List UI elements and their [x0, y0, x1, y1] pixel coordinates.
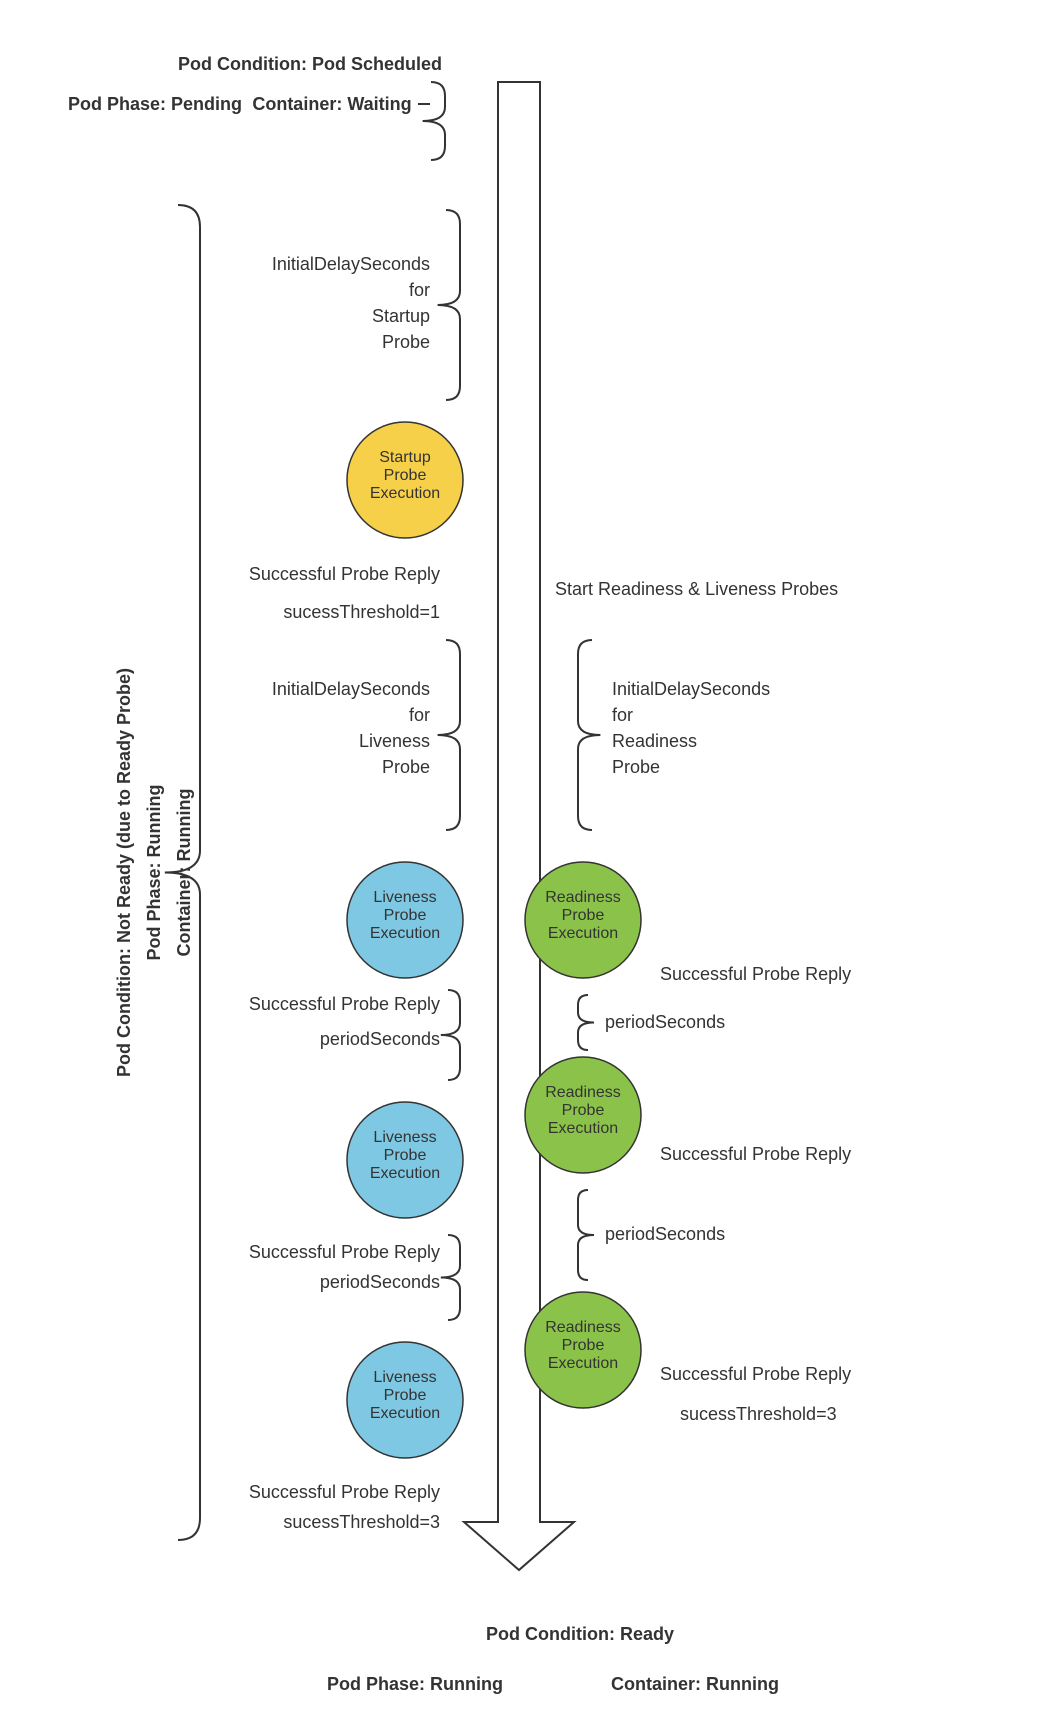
svg-text:Liveness: Liveness: [373, 889, 436, 906]
svg-text:for: for: [409, 705, 430, 725]
svg-text:InitialDelaySeconds: InitialDelaySeconds: [612, 679, 770, 699]
vlabel-container: Container: Running: [174, 789, 194, 957]
svg-text:Successful Probe Reply: Successful Probe Reply: [660, 964, 851, 984]
svg-text:Probe: Probe: [382, 757, 430, 777]
footer-container: Container: Running: [611, 1674, 779, 1694]
svg-text:Readiness: Readiness: [545, 1319, 621, 1336]
svg-text:Execution: Execution: [548, 1355, 618, 1372]
header-container: Container: Waiting: [252, 94, 411, 114]
svg-text:for: for: [409, 280, 430, 300]
svg-text:Probe: Probe: [562, 1102, 605, 1119]
svg-text:Liveness: Liveness: [373, 1369, 436, 1386]
svg-text:Startup: Startup: [379, 449, 431, 466]
svg-text:InitialDelaySeconds: InitialDelaySeconds: [272, 254, 430, 274]
svg-text:Successful Probe Reply: Successful Probe Reply: [249, 994, 440, 1014]
svg-text:Probe: Probe: [384, 467, 427, 484]
svg-text:Execution: Execution: [370, 1165, 440, 1182]
svg-text:Execution: Execution: [548, 925, 618, 942]
svg-text:sucessThreshold=1: sucessThreshold=1: [283, 602, 440, 622]
footer-phase: Pod Phase: Running: [327, 1674, 503, 1694]
svg-text:sucessThreshold=3: sucessThreshold=3: [680, 1404, 837, 1424]
svg-text:Successful Probe Reply: Successful Probe Reply: [660, 1144, 851, 1164]
right-note: Start Readiness & Liveness Probes: [555, 579, 838, 599]
svg-text:Readiness: Readiness: [612, 731, 697, 751]
svg-text:Probe: Probe: [562, 907, 605, 924]
svg-text:periodSeconds: periodSeconds: [605, 1224, 725, 1244]
svg-text:Liveness: Liveness: [359, 731, 430, 751]
vlabel-condition: Pod Condition: Not Ready (due to Ready P…: [114, 668, 134, 1077]
svg-text:Successful Probe Reply: Successful Probe Reply: [249, 564, 440, 584]
svg-text:Probe: Probe: [562, 1337, 605, 1354]
svg-text:sucessThreshold=3: sucessThreshold=3: [283, 1512, 440, 1532]
svg-text:Successful Probe Reply: Successful Probe Reply: [249, 1242, 440, 1262]
header-pod-phase: Pod Phase: Pending: [68, 94, 242, 114]
svg-text:Startup: Startup: [372, 306, 430, 326]
svg-text:Probe: Probe: [612, 757, 660, 777]
svg-text:periodSeconds: periodSeconds: [320, 1272, 440, 1292]
svg-text:Readiness: Readiness: [545, 889, 621, 906]
svg-text:Readiness: Readiness: [545, 1084, 621, 1101]
svg-text:Probe: Probe: [384, 907, 427, 924]
svg-text:Execution: Execution: [370, 485, 440, 502]
svg-text:Execution: Execution: [370, 925, 440, 942]
svg-text:InitialDelaySeconds: InitialDelaySeconds: [272, 679, 430, 699]
svg-text:Probe: Probe: [384, 1147, 427, 1164]
svg-text:periodSeconds: periodSeconds: [320, 1029, 440, 1049]
svg-text:periodSeconds: periodSeconds: [605, 1012, 725, 1032]
svg-text:Successful Probe Reply: Successful Probe Reply: [249, 1482, 440, 1502]
footer-condition: Pod Condition: Ready: [486, 1624, 674, 1644]
svg-text:Probe: Probe: [384, 1387, 427, 1404]
svg-text:Probe: Probe: [382, 332, 430, 352]
svg-text:Liveness: Liveness: [373, 1129, 436, 1146]
header-pod-condition: Pod Condition: Pod Scheduled: [178, 54, 442, 74]
svg-text:Execution: Execution: [370, 1405, 440, 1422]
diagram: Pod Condition: Pod Scheduled Pod Phase: P…: [0, 0, 1040, 1715]
svg-text:Execution: Execution: [548, 1120, 618, 1137]
vlabel-phase: Pod Phase: Running: [144, 784, 164, 960]
svg-text:for: for: [612, 705, 633, 725]
svg-text:Successful Probe Reply: Successful Probe Reply: [660, 1364, 851, 1384]
